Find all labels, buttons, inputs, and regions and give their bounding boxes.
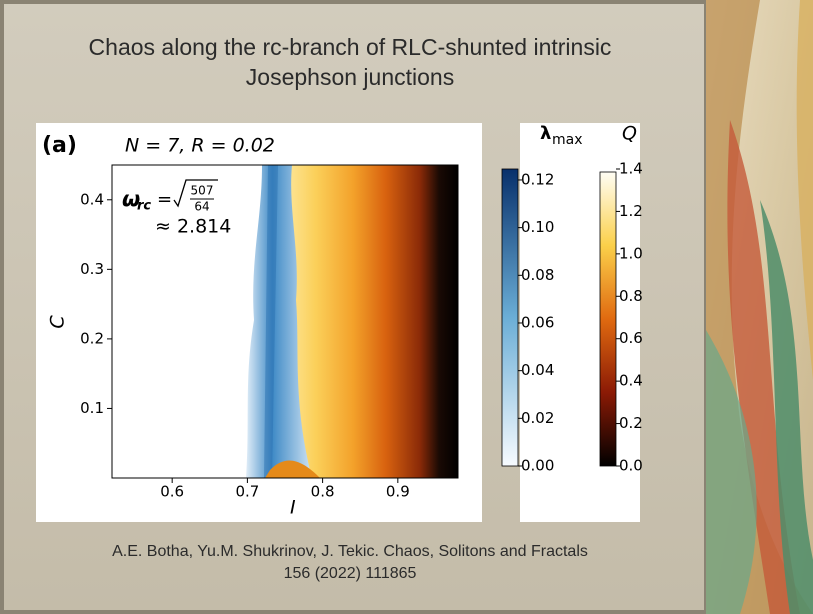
lambda-label-sub: max <box>552 132 583 148</box>
q-tick-label: 0.8 <box>619 287 643 305</box>
figure-panel <box>520 123 640 522</box>
lambda-label: λ <box>540 123 551 144</box>
panel-label: (a) <box>42 133 77 158</box>
heatmap-region <box>265 460 320 478</box>
citation-line: 156 (2022) 111865 <box>284 565 417 582</box>
omega-symbol: ω <box>122 187 140 211</box>
q-tick-label: 1.2 <box>619 202 643 220</box>
q-tick-label: 1.4 <box>619 160 643 178</box>
x-tick-label: 0.7 <box>235 483 259 501</box>
y-tick-label: 0.4 <box>80 190 104 208</box>
approx: ≈ 2.814 <box>155 216 231 238</box>
colorbar-q <box>599 171 617 467</box>
lambda-tick-label: 0.06 <box>521 313 554 331</box>
equals: = <box>157 189 172 210</box>
decoration <box>706 0 813 614</box>
x-tick-label: 0.6 <box>160 483 184 501</box>
y-tick-label: 0.1 <box>80 399 104 417</box>
x-tick-label: 0.9 <box>386 483 410 501</box>
lambda-tick-label: 0.00 <box>521 457 554 475</box>
q-tick-label: 1.0 <box>619 244 643 262</box>
lambda-tick-label: 0.12 <box>521 170 554 188</box>
omega-formula: ω rc = 507 64 ≈ 2.814 <box>122 179 231 238</box>
q-tick-label: 0.2 <box>619 414 643 432</box>
numerator: 507 <box>191 184 214 198</box>
x-axis-label: I <box>290 497 296 519</box>
y-axis-label: C <box>47 315 69 329</box>
omega-subscript: rc <box>137 199 151 214</box>
lambda-tick-label: 0.04 <box>521 361 554 379</box>
q-tick-label: 0.6 <box>619 329 643 347</box>
y-tick-label: 0.2 <box>80 329 104 347</box>
y-tick-label: 0.3 <box>80 260 104 278</box>
q-label: Q <box>622 123 637 145</box>
lambda-tick-label: 0.08 <box>521 266 554 284</box>
title-line: Chaos along the rc-branch of RLC-shunted… <box>89 34 612 60</box>
colorbar-lambda <box>501 168 519 467</box>
plot-area <box>111 164 459 479</box>
denominator: 64 <box>194 200 209 214</box>
chaos-region <box>246 165 312 478</box>
title-line: Josephson junctions <box>246 64 454 90</box>
lambda-tick-label: 0.02 <box>521 409 554 427</box>
x-tick-label: 0.8 <box>311 483 335 501</box>
citation-line: A.E. Botha, Yu.M. Shukrinov, J. Tekic. C… <box>112 543 588 560</box>
q-tick-label: 0.4 <box>619 372 643 390</box>
params: N = 7, R = 0.02 <box>125 135 275 157</box>
q-tick-label: 0.0 <box>619 457 643 475</box>
lambda-tick-label: 0.10 <box>521 218 554 236</box>
